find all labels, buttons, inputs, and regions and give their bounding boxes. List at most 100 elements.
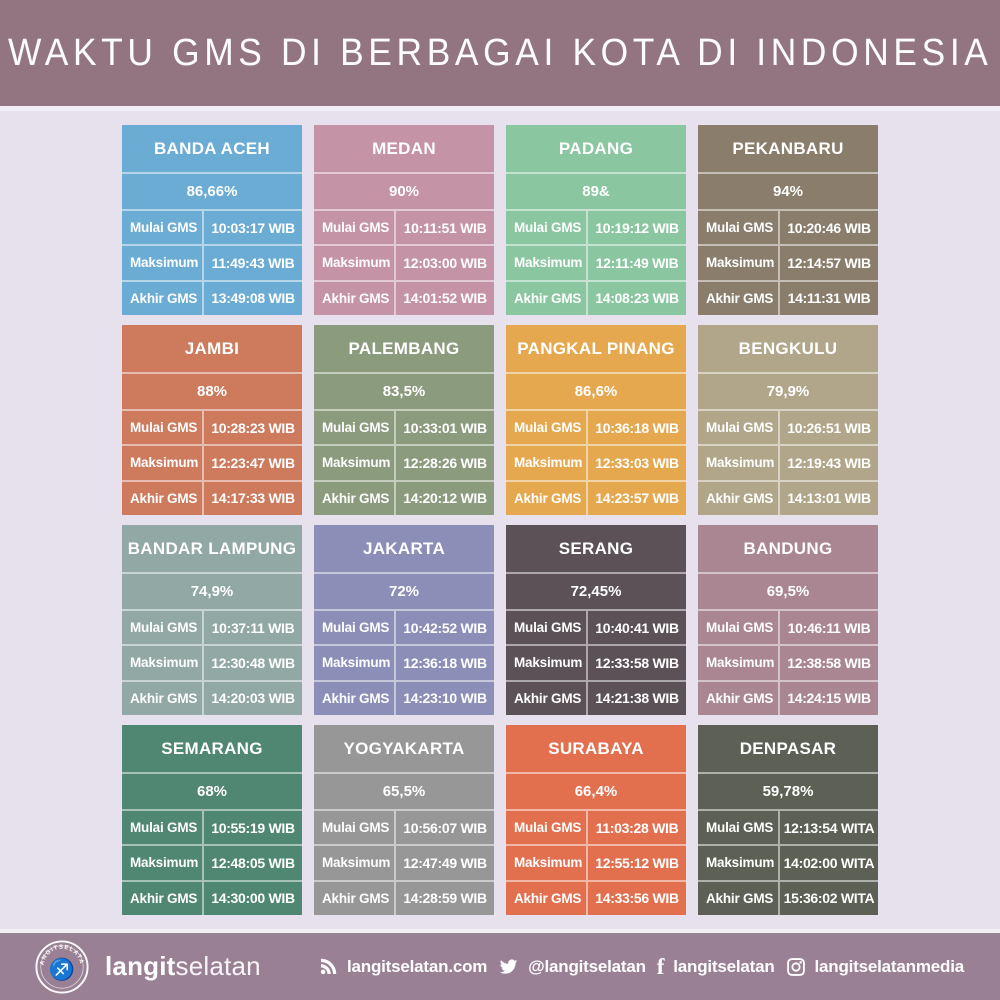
mulai-gms-time: 10:36:18 WIB xyxy=(586,411,686,445)
akhir-gms-time: 14:08:23 WIB xyxy=(586,281,686,315)
akhir-gms-row: Akhir GMS 14:20:12 WIB xyxy=(314,479,494,515)
mulai-gms-row: Mulai GMS 10:36:18 WIB xyxy=(506,409,686,445)
mulai-gms-label: Mulai GMS xyxy=(130,820,198,836)
maksimum-row: Maksimum 12:23:47 WIB xyxy=(122,444,302,480)
obscuration-percentage: 86,66% xyxy=(122,172,302,209)
maksimum-label: Maksimum xyxy=(514,255,583,271)
maksimum-time: 12:28:26 WIB xyxy=(394,446,494,480)
mulai-gms-label: Mulai GMS xyxy=(130,420,198,436)
maksimum-row: Maksimum 14:02:00 WITA xyxy=(698,844,878,880)
mulai-gms-time: 10:42:52 WIB xyxy=(394,611,494,645)
maksimum-label: Maksimum xyxy=(706,255,775,271)
obscuration-percentage: 79,9% xyxy=(698,372,878,409)
mulai-gms-time: 10:19:12 WIB xyxy=(586,211,686,245)
mulai-gms-label: Mulai GMS xyxy=(706,620,774,636)
city-card: SURABAYA 66,4% Mulai GMS 11:03:28 WIB Maksim… xyxy=(506,725,686,915)
obscuration-percentage: 59,78% xyxy=(698,772,878,809)
akhir-gms-row: Akhir GMS 14:08:23 WIB xyxy=(506,279,686,315)
akhir-gms-row: Akhir GMS 13:49:08 WIB xyxy=(122,279,302,315)
akhir-gms-row: Akhir GMS 14:28:59 WIB xyxy=(314,879,494,915)
akhir-gms-time: 14:23:57 WIB xyxy=(586,481,686,515)
website-link-label: langitselatan.com xyxy=(347,956,488,976)
akhir-gms-row: Akhir GMS 14:21:38 WIB xyxy=(506,679,686,715)
mulai-gms-time: 10:55:19 WIB xyxy=(202,811,302,845)
facebook-icon: f xyxy=(656,953,665,979)
city-card: JAKARTA 72% Mulai GMS 10:42:52 WIB Maksimum 1… xyxy=(314,525,494,715)
city-name: PEKANBARU xyxy=(732,138,844,158)
mulai-gms-label: Mulai GMS xyxy=(514,620,582,636)
maksimum-row: Maksimum 12:19:43 WIB xyxy=(698,444,878,480)
facebook-link[interactable]: f langitselatan xyxy=(656,953,775,979)
city-name: YOGYAKARTA xyxy=(343,738,465,758)
mulai-gms-time: 10:56:07 WIB xyxy=(394,811,494,845)
instagram-link-label: langitselatanmedia xyxy=(814,956,965,976)
mulai-gms-label: Mulai GMS xyxy=(322,620,390,636)
mulai-gms-row: Mulai GMS 10:55:19 WIB xyxy=(122,809,302,845)
footer-divider-line xyxy=(0,929,1000,933)
akhir-gms-time: 14:17:33 WIB xyxy=(202,481,302,515)
maksimum-label: Maksimum xyxy=(322,255,391,271)
twitter-link[interactable]: @langitselatan xyxy=(498,956,646,977)
maksimum-time: 12:14:57 WIB xyxy=(778,246,878,280)
akhir-gms-label: Akhir GMS xyxy=(514,890,582,906)
akhir-gms-time: 14:23:10 WIB xyxy=(394,681,494,715)
city-name: JAKARTA xyxy=(362,538,446,558)
akhir-gms-row: Akhir GMS 14:17:33 WIB xyxy=(122,479,302,515)
akhir-gms-time: 14:24:15 WIB xyxy=(778,681,878,715)
mulai-gms-row: Mulai GMS 10:11:51 WIB xyxy=(314,209,494,245)
mulai-gms-time: 10:37:11 WIB xyxy=(202,611,302,645)
twitter-link-label: @langitselatan xyxy=(528,956,646,976)
akhir-gms-time: 15:36:02 WITA xyxy=(778,881,878,915)
city-card: PEKANBARU 94% Mulai GMS 10:20:46 WIB Maksimu… xyxy=(698,125,878,315)
mulai-gms-row: Mulai GMS 10:42:52 WIB xyxy=(314,609,494,645)
mulai-gms-label: Mulai GMS xyxy=(322,420,390,436)
mulai-gms-row: Mulai GMS 11:03:28 WIB xyxy=(506,809,686,845)
mulai-gms-time: 10:33:01 WIB xyxy=(394,411,494,445)
brand-wordmark-light: selatan xyxy=(175,951,261,981)
maksimum-label: Maksimum xyxy=(706,455,775,471)
city-name: DENPASAR xyxy=(739,738,837,758)
maksimum-row: Maksimum 12:55:12 WIB xyxy=(506,844,686,880)
mulai-gms-row: Mulai GMS 10:40:41 WIB xyxy=(506,609,686,645)
instagram-link[interactable]: langitselatanmedia xyxy=(786,957,964,977)
maksimum-label: Maksimum xyxy=(514,855,583,871)
maksimum-time: 12:03:00 WIB xyxy=(394,246,494,280)
mulai-gms-label: Mulai GMS xyxy=(514,420,582,436)
mulai-gms-row: Mulai GMS 10:33:01 WIB xyxy=(314,409,494,445)
akhir-gms-time: 14:28:59 WIB xyxy=(394,881,494,915)
maksimum-row: Maksimum 12:33:58 WIB xyxy=(506,644,686,680)
footer-links: langitselatan.com @langitselatan f langi… xyxy=(319,953,966,979)
mulai-gms-label: Mulai GMS xyxy=(322,220,390,236)
brand-wordmark: langitselatan xyxy=(105,951,261,982)
akhir-gms-label: Akhir GMS xyxy=(706,290,774,306)
maksimum-label: Maksimum xyxy=(322,655,391,671)
akhir-gms-time: 14:21:38 WIB xyxy=(586,681,686,715)
akhir-gms-label: Akhir GMS xyxy=(706,490,774,506)
mulai-gms-label: Mulai GMS xyxy=(514,820,582,836)
city-card: YOGYAKARTA 65,5% Mulai GMS 10:56:07 WIB Maks… xyxy=(314,725,494,915)
mulai-gms-row: Mulai GMS 10:56:07 WIB xyxy=(314,809,494,845)
mulai-gms-time: 10:40:41 WIB xyxy=(586,611,686,645)
mulai-gms-row: Mulai GMS 10:46:11 WIB xyxy=(698,609,878,645)
page-title: WAKTU GMS DI BERBAGAI KOTA DI INDONESIA xyxy=(7,31,993,74)
mulai-gms-row: Mulai GMS 10:19:12 WIB xyxy=(506,209,686,245)
city-name: BANDA ACEH xyxy=(153,138,270,158)
akhir-gms-label: Akhir GMS xyxy=(514,290,582,306)
mulai-gms-time: 10:11:51 WIB xyxy=(394,211,494,245)
brand-block: LANGITSELATAN ♐ langitselatan xyxy=(34,939,319,995)
obscuration-percentage: 66,4% xyxy=(506,772,686,809)
maksimum-row: Maksimum 12:11:49 WIB xyxy=(506,244,686,280)
website-link[interactable]: langitselatan.com xyxy=(319,957,487,977)
mulai-gms-label: Mulai GMS xyxy=(130,220,198,236)
mulai-gms-time: 10:46:11 WIB xyxy=(778,611,878,645)
maksimum-label: Maksimum xyxy=(130,455,199,471)
mulai-gms-label: Mulai GMS xyxy=(706,820,774,836)
akhir-gms-row: Akhir GMS 14:33:56 WIB xyxy=(506,879,686,915)
rss-icon xyxy=(320,958,337,975)
maksimum-row: Maksimum 12:28:26 WIB xyxy=(314,444,494,480)
city-card: BANDUNG 69,5% Mulai GMS 10:46:11 WIB Maksimu… xyxy=(698,525,878,715)
city-card: SERANG 72,45% Mulai GMS 10:40:41 WIB Maksimu… xyxy=(506,525,686,715)
city-name: PADANG xyxy=(558,138,634,158)
maksimum-time: 12:33:03 WIB xyxy=(586,446,686,480)
maksimum-time: 12:55:12 WIB xyxy=(586,846,686,880)
